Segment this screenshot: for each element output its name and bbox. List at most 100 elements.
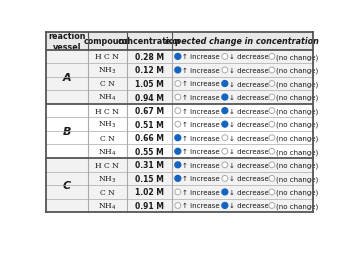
Text: (no change): (no change) [276, 202, 318, 209]
Text: ↑ increase: ↑ increase [182, 189, 219, 195]
Text: 1.05 M: 1.05 M [135, 80, 163, 89]
Text: 0.15 M: 0.15 M [135, 174, 163, 183]
Circle shape [175, 95, 181, 101]
Circle shape [269, 95, 275, 101]
Circle shape [175, 162, 181, 168]
Text: 0.31 M: 0.31 M [135, 161, 164, 170]
Circle shape [175, 189, 181, 195]
Text: NH$_4$: NH$_4$ [98, 147, 117, 157]
Circle shape [175, 54, 181, 60]
Text: ↑ increase: ↑ increase [182, 108, 219, 114]
Text: (no change): (no change) [276, 81, 318, 87]
Circle shape [269, 162, 275, 168]
Circle shape [222, 176, 228, 182]
Circle shape [175, 108, 181, 114]
Text: NH$_4$: NH$_4$ [98, 200, 117, 211]
Text: (no change): (no change) [276, 121, 318, 128]
Text: H C N: H C N [95, 107, 119, 115]
Text: 0.12 M: 0.12 M [135, 66, 164, 75]
Circle shape [269, 203, 275, 209]
Circle shape [222, 135, 228, 141]
Bar [46, 51, 313, 104]
Circle shape [269, 122, 275, 128]
Text: ↓ decrease: ↓ decrease [229, 189, 269, 195]
Text: (no change): (no change) [276, 67, 318, 74]
Text: ↑ increase: ↑ increase [182, 95, 219, 101]
Text: ↓ decrease: ↓ decrease [229, 162, 269, 168]
Text: 0.28 M: 0.28 M [135, 53, 164, 62]
Circle shape [222, 162, 228, 168]
Text: ↑ increase: ↑ increase [182, 135, 219, 141]
Circle shape [269, 149, 275, 155]
Bar [46, 104, 313, 158]
Text: (no change): (no change) [276, 189, 318, 195]
Circle shape [222, 149, 228, 155]
Text: ↓ decrease: ↓ decrease [229, 203, 269, 209]
Text: concentration: concentration [118, 37, 181, 46]
Text: ↓ decrease: ↓ decrease [229, 108, 269, 114]
Text: C N: C N [100, 134, 115, 142]
Text: (no change): (no change) [276, 94, 318, 101]
Text: ↓ decrease: ↓ decrease [229, 68, 269, 74]
Text: 0.55 M: 0.55 M [135, 147, 163, 156]
Circle shape [222, 54, 228, 60]
Circle shape [222, 68, 228, 74]
Text: ↑ increase: ↑ increase [182, 162, 219, 168]
Text: ↓ decrease: ↓ decrease [229, 176, 269, 182]
Circle shape [222, 203, 228, 209]
Circle shape [269, 189, 275, 195]
Text: (no change): (no change) [276, 108, 318, 114]
Text: NH$_3$: NH$_3$ [98, 119, 117, 130]
Text: ↑ increase: ↑ increase [182, 176, 219, 182]
Text: (no change): (no change) [276, 176, 318, 182]
Text: ↓ decrease: ↓ decrease [229, 122, 269, 128]
Circle shape [269, 108, 275, 114]
Text: (no change): (no change) [276, 162, 318, 168]
Text: (no change): (no change) [276, 54, 318, 60]
Text: ↓ decrease: ↓ decrease [229, 135, 269, 141]
Text: 0.67 M: 0.67 M [135, 107, 164, 116]
Circle shape [269, 68, 275, 74]
Text: 0.51 M: 0.51 M [135, 120, 163, 129]
Circle shape [222, 189, 228, 195]
Circle shape [175, 176, 181, 182]
Circle shape [269, 54, 275, 60]
Text: ↓ decrease: ↓ decrease [229, 149, 269, 155]
Circle shape [222, 81, 228, 87]
Circle shape [269, 81, 275, 87]
Text: A: A [63, 72, 71, 82]
Text: B: B [63, 126, 71, 136]
Text: 1.02 M: 1.02 M [135, 188, 164, 197]
Text: ↓ decrease: ↓ decrease [229, 54, 269, 60]
Text: H C N: H C N [95, 53, 119, 61]
Circle shape [269, 135, 275, 141]
Text: NH$_3$: NH$_3$ [98, 66, 117, 76]
Text: NH$_3$: NH$_3$ [98, 173, 117, 184]
Text: ↑ increase: ↑ increase [182, 81, 219, 87]
Text: C N: C N [100, 188, 115, 196]
Text: ↑ increase: ↑ increase [182, 149, 219, 155]
Circle shape [222, 122, 228, 128]
Bar [46, 158, 313, 212]
Text: 0.94 M: 0.94 M [135, 93, 164, 102]
Text: ↑ increase: ↑ increase [182, 122, 219, 128]
Text: ↓ decrease: ↓ decrease [229, 81, 269, 87]
Circle shape [175, 81, 181, 87]
Text: ↑ increase: ↑ increase [182, 68, 219, 74]
Text: (no change): (no change) [276, 135, 318, 141]
Text: expected change in concentration: expected change in concentration [165, 37, 319, 46]
Circle shape [175, 203, 181, 209]
Circle shape [269, 176, 275, 182]
Text: 0.91 M: 0.91 M [135, 201, 164, 210]
Text: ↑ increase: ↑ increase [182, 203, 219, 209]
Text: compound: compound [84, 37, 131, 46]
Circle shape [175, 122, 181, 128]
Text: C: C [63, 180, 71, 190]
Text: NH$_4$: NH$_4$ [98, 92, 117, 103]
Circle shape [222, 108, 228, 114]
Circle shape [175, 149, 181, 155]
Text: H C N: H C N [95, 161, 119, 169]
Text: (no change): (no change) [276, 148, 318, 155]
Bar [46, 33, 313, 51]
Text: C N: C N [100, 80, 115, 88]
